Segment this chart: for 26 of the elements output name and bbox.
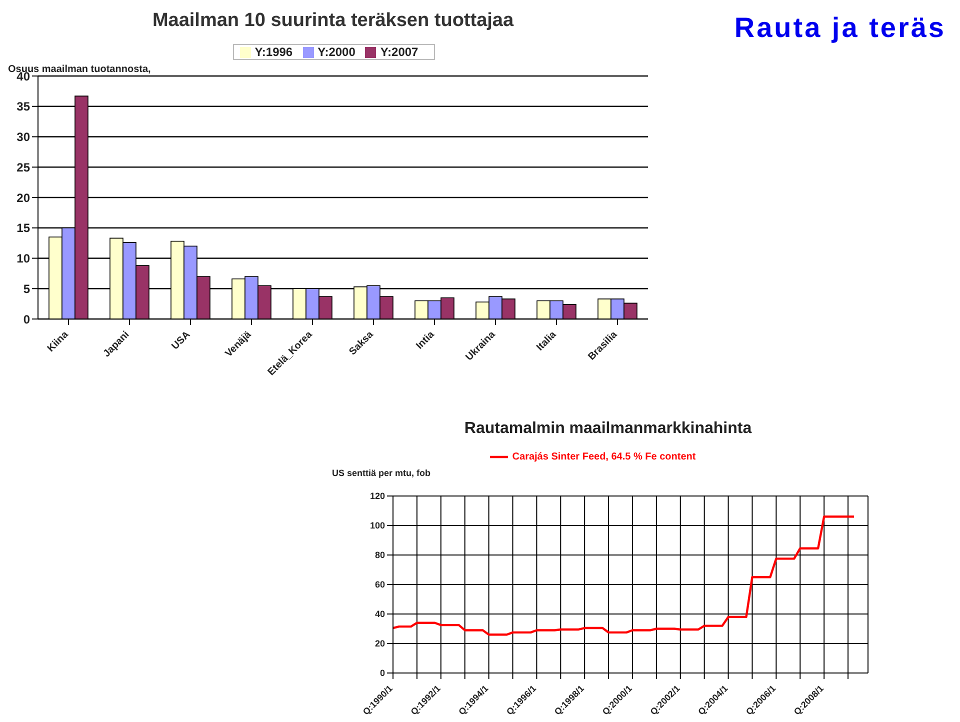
y-tick-label: 20 [374,638,385,649]
y-tick-label: 0 [380,668,385,678]
y-tick-label: 0 [23,312,30,326]
legend-label: Y:2000 [318,45,356,59]
y-tick-label: 80 [374,550,385,560]
y-tick-label: 5 [23,282,30,296]
y-tick-label: 30 [16,130,30,144]
x-tick-label: Intia [414,329,437,352]
y-tick-label: 120 [370,491,385,502]
y-tick-label: 15 [16,221,30,236]
y-tick-label: 100 [370,520,385,531]
legend-label: Carajás Sinter Feed, 64.5 % Fe content [512,452,696,463]
legend-label: Y:1996 [254,45,293,59]
x-tick-label: USA [170,329,193,352]
y-tick-label: 40 [374,609,385,620]
chart-title: Maailman 10 suurinta teräksen tuottajaa [151,10,515,32]
y-axis-title: US senttiä per mtu, fob [332,468,431,478]
y-tick-label: 20 [16,190,30,205]
y-tick-label: 10 [16,252,30,266]
legend-label: Y:2007 [380,45,418,59]
text: Rauta ja teräs [734,12,946,44]
line-series [392,516,856,636]
y-tick-label: 25 [16,160,30,174]
y-tick-label: 60 [374,580,385,590]
y-tick-label: 35 [16,100,30,114]
chart-title: Rautamalmin maailmanmarkkinahinta [463,420,753,438]
